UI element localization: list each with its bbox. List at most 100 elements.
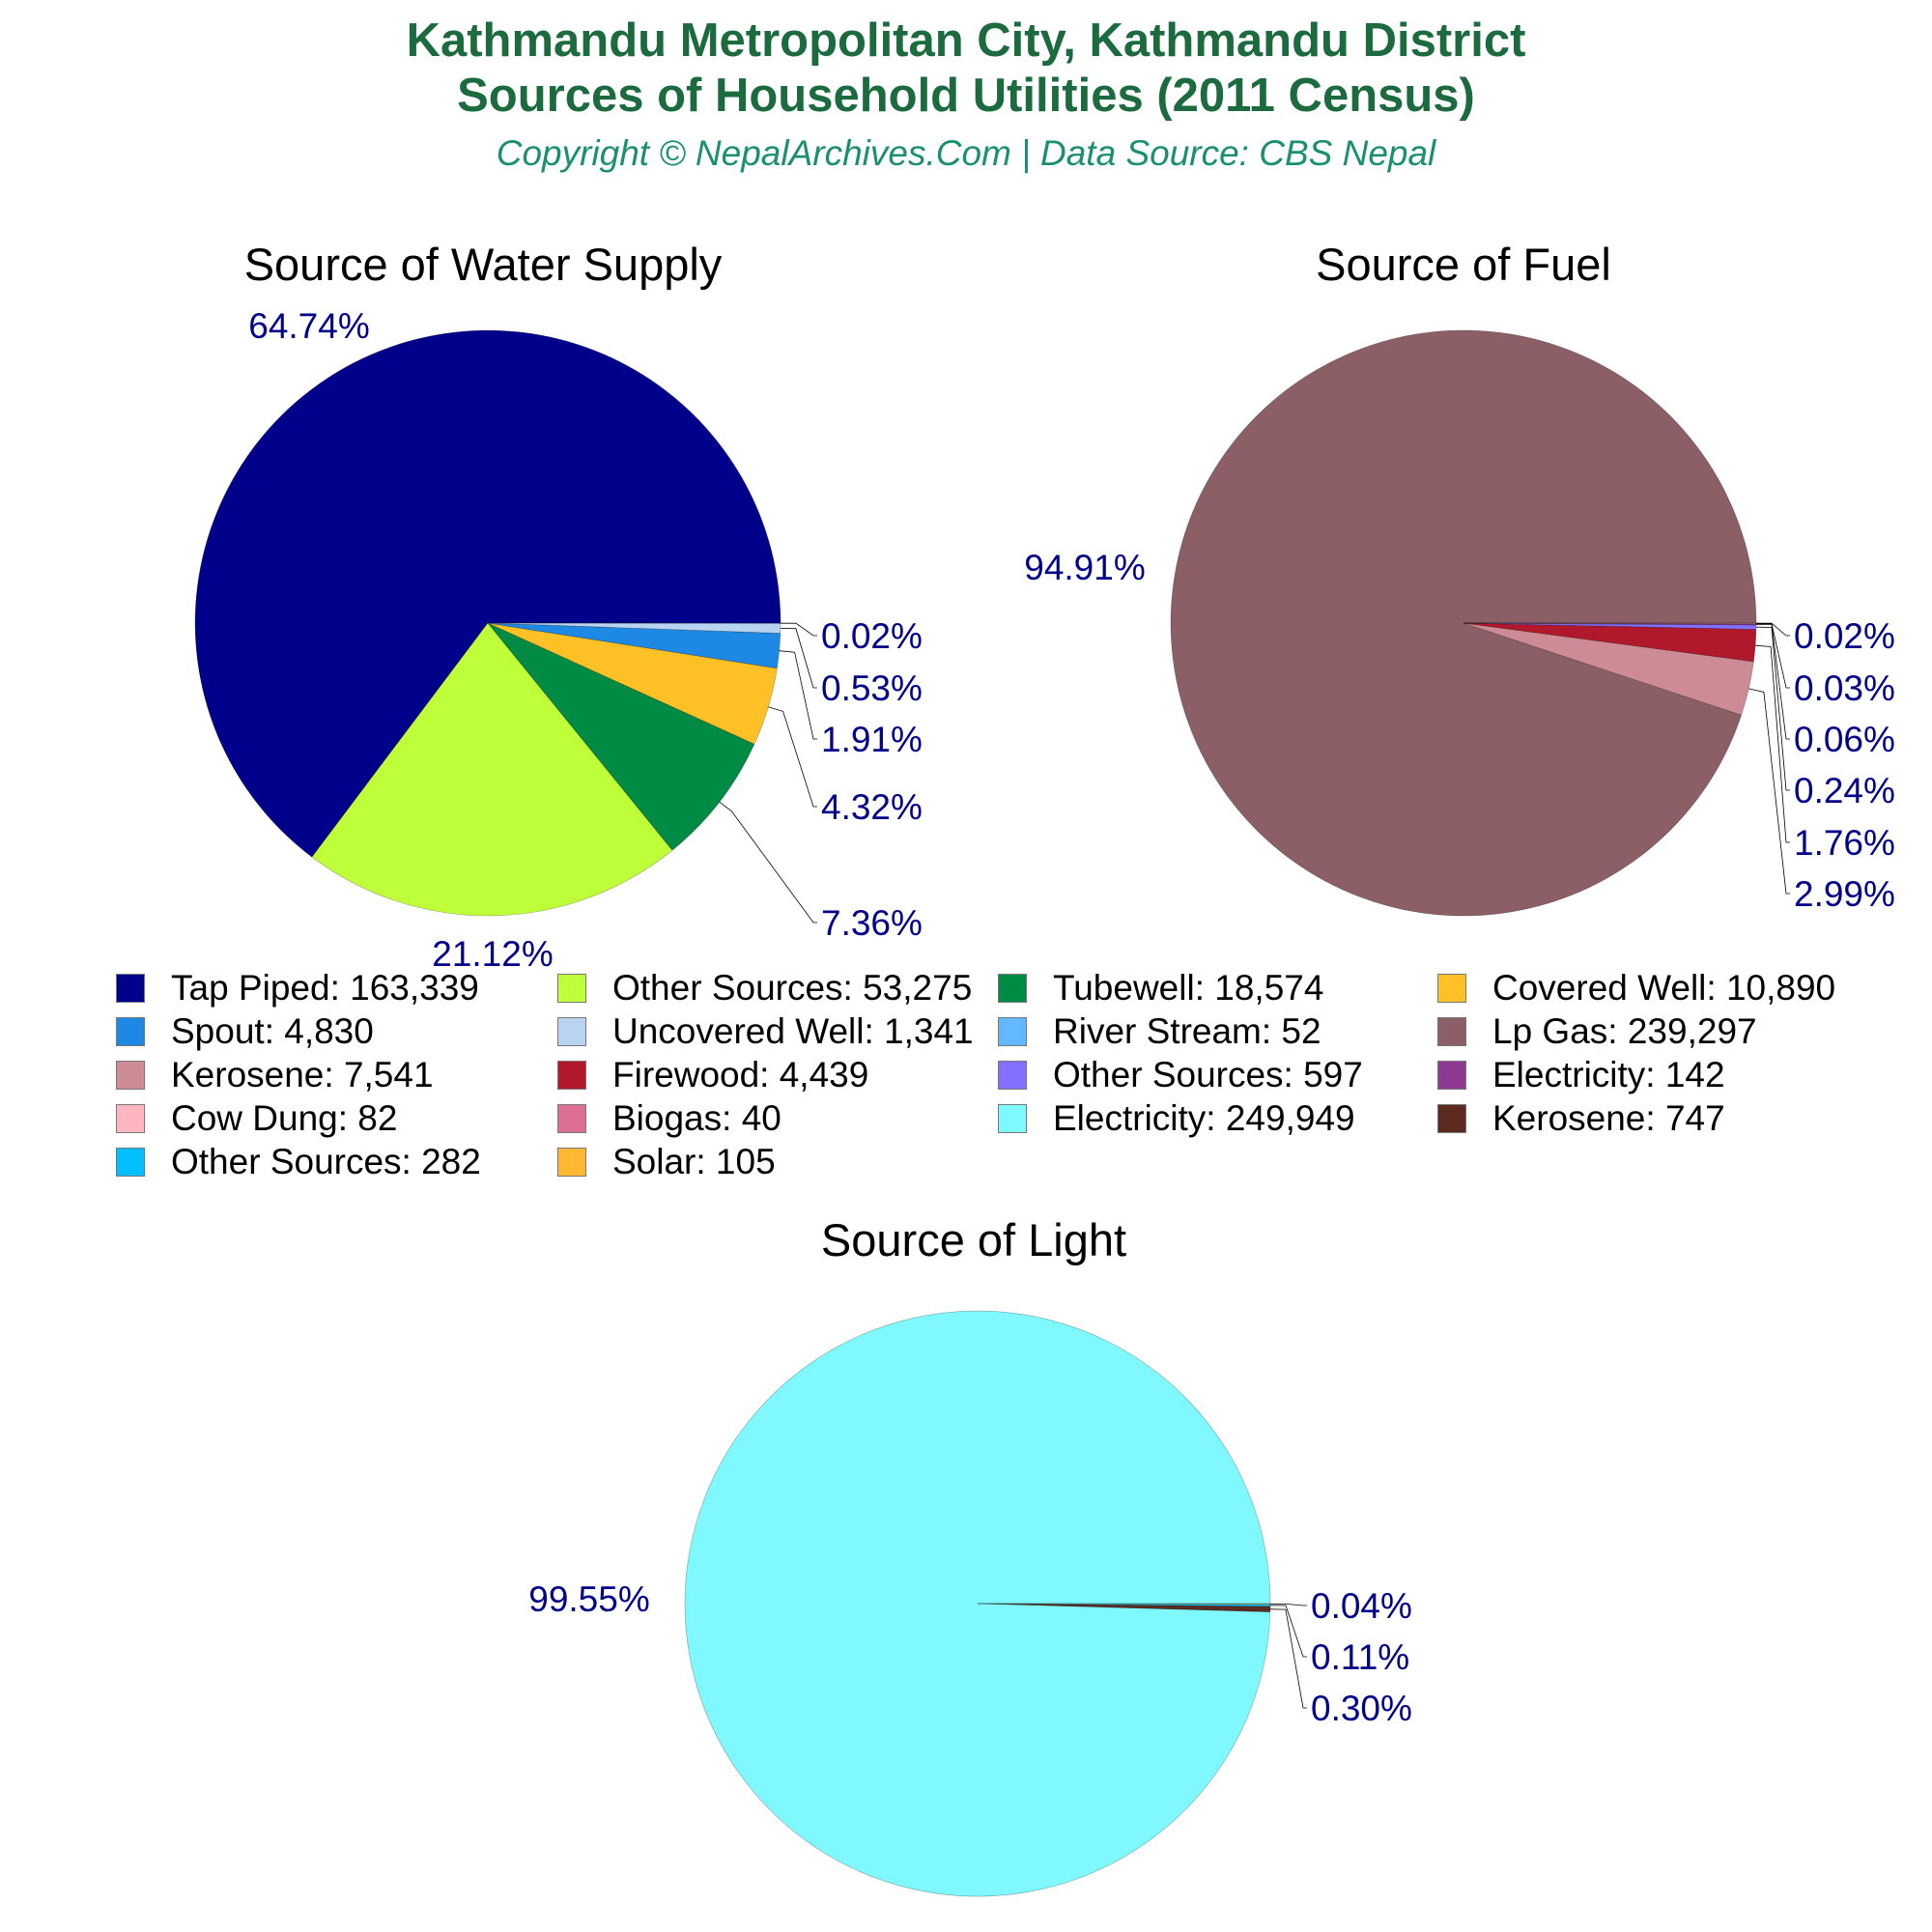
leader-line — [781, 622, 817, 637]
legend-item: Covered Well: 10,890 — [1437, 966, 1835, 1010]
legend-label: Spout: 4,830 — [171, 1011, 374, 1051]
pie-title: Source of Light — [821, 1214, 1126, 1265]
legend-label: Uncovered Well: 1,341 — [612, 1011, 974, 1051]
leader-line — [1270, 1604, 1307, 1606]
legend-label: Electricity: 142 — [1492, 1055, 1725, 1094]
legend-item: Biogas: 40 — [557, 1096, 781, 1141]
pie-chart-source-of-light: Source of Light 99.55% 0.30% 0.11% 0.04% — [528, 1214, 1412, 1897]
chart-title-line-2: Sources of Household Utilities (2011 Cen… — [457, 70, 1475, 122]
legend-swatch — [1437, 1061, 1466, 1090]
leader-line — [1755, 626, 1790, 791]
slice-percent-label: 0.11% — [1311, 1637, 1409, 1677]
legend-label: Other Sources: 597 — [1053, 1055, 1363, 1094]
leader-line — [1748, 688, 1790, 895]
legend-swatch — [557, 1017, 586, 1046]
slice-percent-label: 7.36% — [821, 903, 923, 943]
legend-item: Electricity: 249,949 — [998, 1096, 1355, 1141]
legend-swatch — [116, 1061, 145, 1090]
slice-percent-label: 21.12% — [432, 934, 554, 974]
pie-title: Source of Water Supply — [244, 239, 723, 290]
slice-percent-label: 64.74% — [248, 306, 370, 346]
legend-swatch — [116, 974, 145, 1003]
slice-percent-label: 1.91% — [821, 720, 923, 759]
slice-percent-label: 0.30% — [1311, 1689, 1412, 1728]
legend-label: Electricity: 249,949 — [1053, 1098, 1355, 1138]
pie-chart-source-of-water-supply: Source of Water Supply 64.74% 21.12% 7.36% 4… — [194, 239, 923, 974]
slice-percent-label: 1.76% — [1794, 823, 1895, 863]
leader-line — [780, 628, 817, 689]
legend-label: Kerosene: 747 — [1492, 1098, 1725, 1138]
slice-percent-label: 0.06% — [1794, 720, 1895, 759]
legend-swatch — [1437, 1017, 1466, 1046]
slice-percent-label: 99.55% — [528, 1579, 650, 1619]
legend-swatch — [557, 974, 586, 1003]
legend-swatch — [998, 1104, 1027, 1133]
leader-line — [768, 706, 817, 808]
pie-slice-other-sources — [1463, 622, 1757, 630]
legend-swatch — [116, 1148, 145, 1177]
pie-slice-electricity — [684, 1310, 1271, 1897]
slice-percent-label: 0.02% — [1794, 616, 1895, 656]
chart-title-line-1: Kathmandu Metropolitan City, Kathmandu D… — [406, 14, 1526, 67]
slice-percent-label: 0.53% — [821, 668, 923, 708]
legend-label: Lp Gas: 239,297 — [1492, 1011, 1757, 1051]
legend-item: Electricity: 142 — [1437, 1053, 1725, 1097]
legend-label: Cow Dung: 82 — [171, 1098, 398, 1138]
slice-percent-label: 0.02% — [821, 616, 923, 656]
legend-swatch — [557, 1148, 586, 1177]
slice-percent-label: 94.91% — [1024, 548, 1146, 587]
legend-label: River Stream: 52 — [1053, 1011, 1321, 1051]
legend-swatch — [116, 1017, 145, 1046]
legend-item: Uncovered Well: 1,341 — [557, 1009, 974, 1054]
legend-label: Covered Well: 10,890 — [1492, 968, 1836, 1008]
legend-label: Biogas: 40 — [612, 1098, 781, 1138]
leader-line — [1755, 644, 1790, 843]
slice-percent-label: 4.32% — [821, 787, 923, 827]
legend-swatch — [557, 1061, 586, 1090]
legend-label: Kerosene: 7,541 — [171, 1055, 434, 1094]
leader-line — [1269, 1608, 1307, 1709]
legend-swatch — [998, 1017, 1027, 1046]
pie-chart-source-of-fuel: Source of Fuel 94.91% 2.99% 1.76% 0.24% 0.06%… — [1024, 239, 1895, 917]
chart-header: Kathmandu Metropolitan City, Kathmandu D… — [0, 14, 1932, 176]
leader-line — [719, 801, 817, 923]
legend-swatch — [557, 1104, 586, 1133]
legend-swatch — [998, 1061, 1027, 1090]
legend-item: Tap Piped: 163,339 — [116, 966, 479, 1010]
leader-line — [1756, 622, 1790, 637]
legend-item: Other Sources: 53,275 — [557, 966, 972, 1010]
legend-label: Other Sources: 53,275 — [612, 968, 973, 1008]
pie-slice-lp-gas — [1170, 329, 1757, 917]
legend-item: Firewood: 4,439 — [557, 1053, 868, 1097]
slice-percent-label: 0.03% — [1794, 668, 1895, 708]
slice-percent-label: 2.99% — [1794, 874, 1895, 914]
legend-item: Spout: 4,830 — [116, 1009, 374, 1054]
pie-title: Source of Fuel — [1316, 239, 1611, 290]
legend-item: Other Sources: 597 — [998, 1053, 1363, 1097]
legend-item: Tubewell: 18,574 — [998, 966, 1323, 1010]
legend-item: Other Sources: 282 — [116, 1140, 481, 1184]
legend-label: Tap Piped: 163,339 — [171, 968, 479, 1008]
slice-percent-label: 0.24% — [1794, 771, 1895, 810]
leader-line — [779, 650, 817, 740]
pie-slice-other-sources — [977, 1603, 1271, 1607]
pie-slice-kerosene — [1463, 622, 1754, 716]
legend-item: Solar: 105 — [557, 1140, 776, 1184]
chart-subtitle: Copyright © NepalArchives.Com | Data Sou… — [496, 133, 1436, 173]
leader-line — [1269, 1605, 1307, 1658]
legend-swatch — [116, 1104, 145, 1133]
legend-label: Solar: 105 — [612, 1142, 776, 1181]
legend-item: Kerosene: 7,541 — [116, 1053, 434, 1097]
legend-item: Cow Dung: 82 — [116, 1096, 397, 1141]
pie-slice-other-sources — [311, 622, 673, 917]
legend-swatch — [998, 974, 1027, 1003]
leader-line — [1756, 624, 1790, 740]
legend-swatch — [1437, 974, 1466, 1003]
legend: Tap Piped: 163,339 Other Sources: 53,275 T… — [116, 966, 1932, 1188]
legend-label: Firewood: 4,439 — [612, 1055, 869, 1094]
legend-label: Other Sources: 282 — [171, 1142, 481, 1181]
legend-swatch — [1437, 1104, 1466, 1133]
legend-label: Tubewell: 18,574 — [1053, 968, 1324, 1008]
legend-item: Lp Gas: 239,297 — [1437, 1009, 1757, 1054]
